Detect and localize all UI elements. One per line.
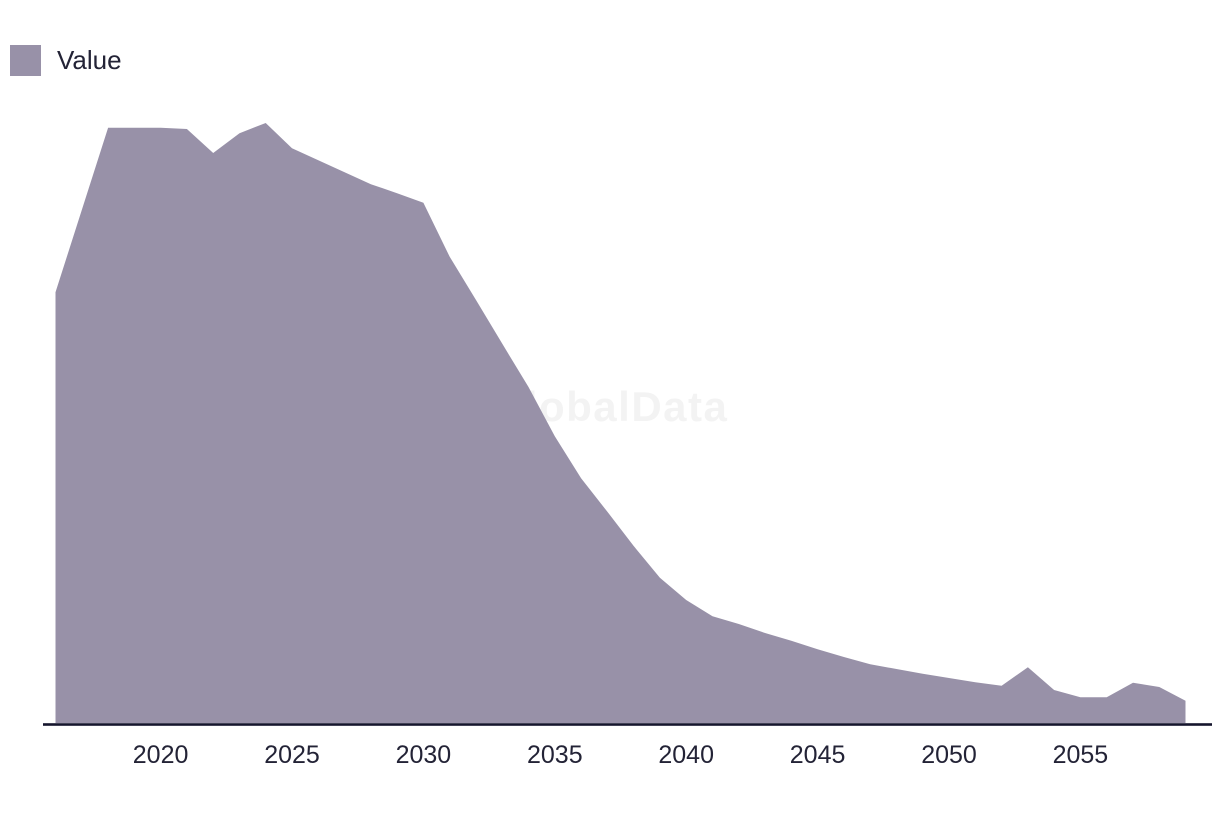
x-axis-label: 2055 <box>1053 741 1109 769</box>
legend: Value <box>10 45 122 76</box>
x-axis-label: 2020 <box>133 741 189 769</box>
x-axis-label: 2050 <box>921 741 977 769</box>
x-axis-line <box>43 723 1212 726</box>
x-axis-label: 2025 <box>264 741 320 769</box>
x-axis-label: 2045 <box>790 741 846 769</box>
area-series-value <box>55 123 1186 723</box>
x-axis-label: 2030 <box>396 741 452 769</box>
x-axis-label: 2035 <box>527 741 583 769</box>
x-axis-label: 2040 <box>658 741 714 769</box>
x-axis-labels: 2020 2025 2030 2035 2040 2045 2050 2055 <box>133 741 1108 769</box>
legend-swatch-value <box>10 45 41 76</box>
legend-label: Value <box>57 45 122 75</box>
